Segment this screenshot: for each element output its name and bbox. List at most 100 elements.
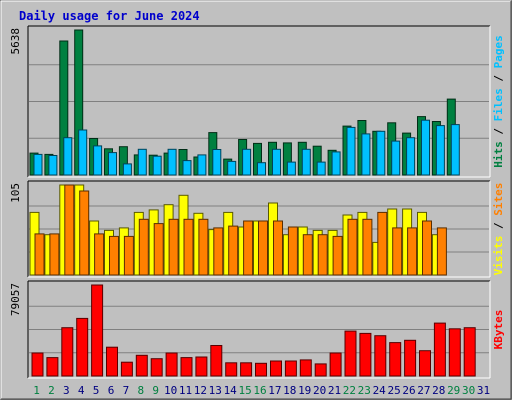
bar-files-day-25 [391,140,401,176]
bar-files-day-12 [197,154,207,176]
bar-files-day-28 [435,125,445,176]
bar-files-day-6 [108,152,117,176]
legend-part: Sites [492,183,505,216]
day-label-2: 2 [48,384,55,397]
bar-kbytes-day-13 [210,345,223,377]
panel-visits-sites: 105 Visits / Sites [9,180,505,278]
legend-part: / [492,216,505,236]
bar-sites-day-4 [79,190,90,276]
day-label-30: 30 [462,384,475,397]
day-label-23: 23 [358,384,371,397]
bar-kbytes-day-11 [180,357,193,377]
y-max-label: 5638 [9,28,22,55]
bar-files-day-20 [316,161,326,176]
bar-files-day-1 [33,153,43,176]
bar-sites-day-21 [332,235,343,276]
bar-kbytes-day-15 [240,362,253,377]
bar-kbytes-day-22 [344,330,357,377]
bar-files-day-21 [331,151,341,176]
day-label-26: 26 [402,384,415,397]
bar-kbytes-day-16 [255,362,267,377]
bar-sites-day-20 [317,234,328,276]
y-axis-legend: KBytes [492,310,505,350]
bar-files-day-26 [406,137,416,176]
legend-part: / [492,68,505,88]
bar-kbytes-day-28 [433,322,446,377]
day-label-7: 7 [123,384,130,397]
bar-kbytes-day-6 [106,346,118,377]
bar-files-day-10 [167,148,177,176]
bar-kbytes-day-5 [91,284,104,377]
bar-sites-day-12 [198,218,209,276]
day-label-27: 27 [417,384,430,397]
bar-kbytes-day-27 [419,350,431,377]
bar-sites-day-15 [243,220,254,276]
bar-kbytes-day-19 [299,359,312,377]
bar-kbytes-day-17 [270,360,282,377]
day-label-8: 8 [137,384,144,397]
bar-kbytes-day-21 [329,352,342,377]
y-max-label: 79057 [9,283,22,316]
bar-sites-day-6 [109,235,119,276]
day-label-1: 1 [33,384,40,397]
day-label-12: 12 [194,384,207,397]
day-label-21: 21 [328,384,341,397]
legend-part: Visits [492,236,505,276]
day-label-20: 20 [313,384,326,397]
legend-part: Files [492,88,505,121]
bar-sites-day-22 [347,218,358,276]
bar-files-day-17 [272,148,281,176]
day-label-4: 4 [78,384,85,397]
legend-part: KBytes [492,310,505,350]
bar-files-day-9 [152,155,162,176]
bar-files-day-15 [242,148,252,176]
day-label-16: 16 [253,384,266,397]
day-label-24: 24 [373,384,387,397]
bar-files-day-29 [450,124,460,176]
day-label-31: 31 [477,384,490,397]
bar-kbytes-day-10 [165,352,178,377]
bar-files-day-3 [63,137,73,176]
day-label-13: 13 [209,384,222,397]
bar-sites-day-2 [49,233,60,276]
bar-files-day-11 [182,160,192,176]
bar-files-day-23 [361,133,371,176]
bar-kbytes-day-7 [120,361,133,377]
y-max-label: 105 [9,183,22,203]
panel-kbytes: 79057 KBytes [9,280,505,379]
day-label-15: 15 [238,384,251,397]
bar-files-day-4 [78,129,88,176]
bar-kbytes-day-3 [61,327,74,377]
legend-part: Hits [492,141,505,168]
bar-sites-day-25 [392,227,403,276]
chart-panels: 5638 Hits / Files / Pages 105 Visits / Site… [9,25,505,379]
day-label-3: 3 [63,384,70,397]
bar-sites-day-18 [287,226,298,276]
bar-kbytes-day-8 [135,354,148,377]
day-label-11: 11 [179,384,192,397]
chart-title: Daily usage for June 2024 [19,9,200,23]
y-axis-legend: Hits / Files / Pages [492,35,505,168]
day-label-5: 5 [93,384,100,397]
bar-files-day-2 [48,155,58,176]
bar-kbytes-day-12 [195,356,208,377]
bar-sites-day-3 [64,184,75,276]
bar-files-day-13 [212,149,222,176]
bar-kbytes-day-24 [374,335,387,377]
day-label-25: 25 [387,384,400,397]
bar-files-day-27 [421,119,430,176]
bar-files-day-7 [122,163,132,176]
bar-kbytes-day-30 [463,327,476,377]
bar-sites-day-10 [168,218,179,276]
bar-sites-day-27 [422,220,432,276]
bar-sites-day-23 [362,218,373,276]
day-label-10: 10 [164,384,177,397]
bar-kbytes-day-14 [225,362,238,377]
bar-sites-day-1 [34,233,45,276]
bar-kbytes-day-25 [389,342,402,377]
bar-files-day-22 [346,126,356,176]
bar-kbytes-day-29 [448,328,461,377]
day-label-9: 9 [152,384,159,397]
